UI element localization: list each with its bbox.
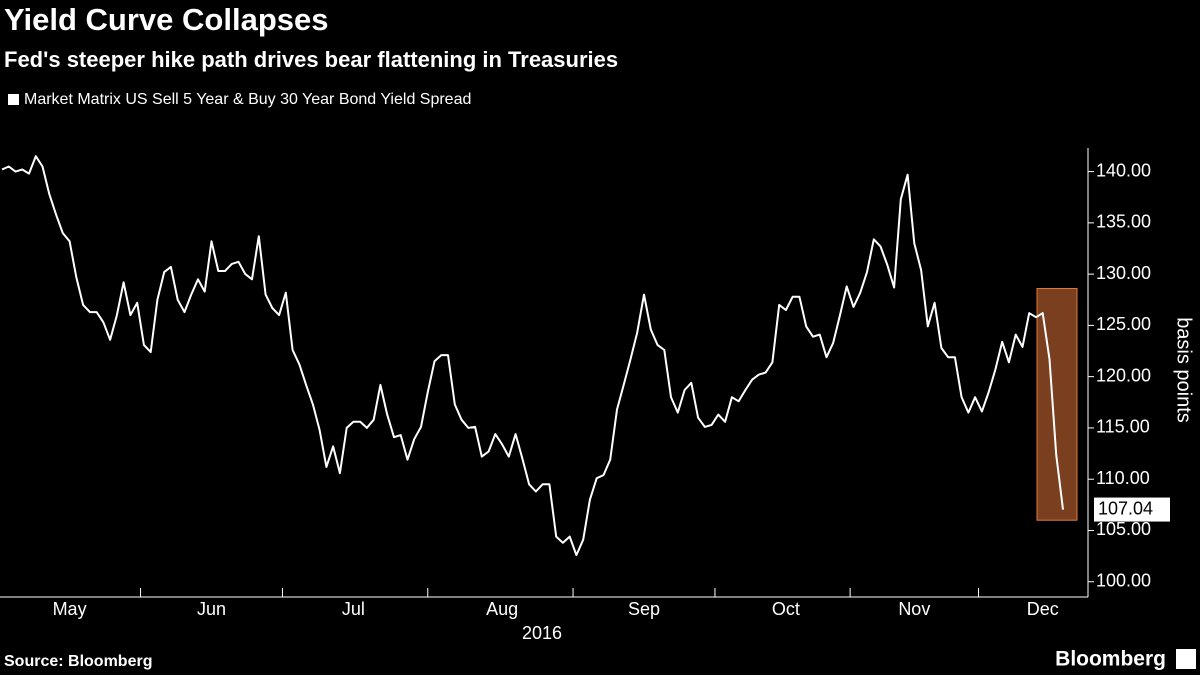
legend-swatch <box>8 94 19 105</box>
brand-icon <box>1176 649 1196 669</box>
last-value-box <box>1094 497 1170 522</box>
y-tick-label: 115.00 <box>1096 417 1150 437</box>
x-tick-label: Aug <box>486 599 518 619</box>
source: Source: Bloomberg <box>4 653 152 670</box>
y-tick-label: 135.00 <box>1096 212 1151 232</box>
x-axis-label: 2016 <box>522 623 562 643</box>
x-tick-label: Jul <box>342 599 365 619</box>
x-tick-label: Nov <box>898 599 930 619</box>
x-tick-label: Dec <box>1027 599 1059 619</box>
y-tick-label: 110.00 <box>1096 468 1150 488</box>
y-tick-label: 105.00 <box>1096 519 1151 539</box>
x-tick-label: Jun <box>197 599 226 619</box>
chart-subtitle: Fed's steeper hike path drives bear flat… <box>4 47 618 72</box>
legend-label: Market Matrix US Sell 5 Year & Buy 30 Ye… <box>24 91 471 108</box>
brand: Bloomberg <box>1055 648 1166 671</box>
x-tick-label: Oct <box>772 599 800 619</box>
y-tick-label: 100.00 <box>1096 570 1151 590</box>
highlight-box <box>1036 287 1078 521</box>
y-tick-label: 130.00 <box>1096 263 1151 283</box>
y-axis-label: basis points <box>1173 317 1195 423</box>
y-tick-label: 140.00 <box>1096 160 1151 180</box>
chart-title: Yield Curve Collapses <box>4 2 328 37</box>
y-tick-label: 125.00 <box>1096 314 1151 334</box>
x-tick-label: Sep <box>628 599 660 619</box>
line-series <box>1 155 1064 557</box>
y-tick-label: 120.00 <box>1096 365 1151 385</box>
last-value-label: 107.04 <box>1098 498 1153 518</box>
x-tick-label: May <box>53 599 87 619</box>
